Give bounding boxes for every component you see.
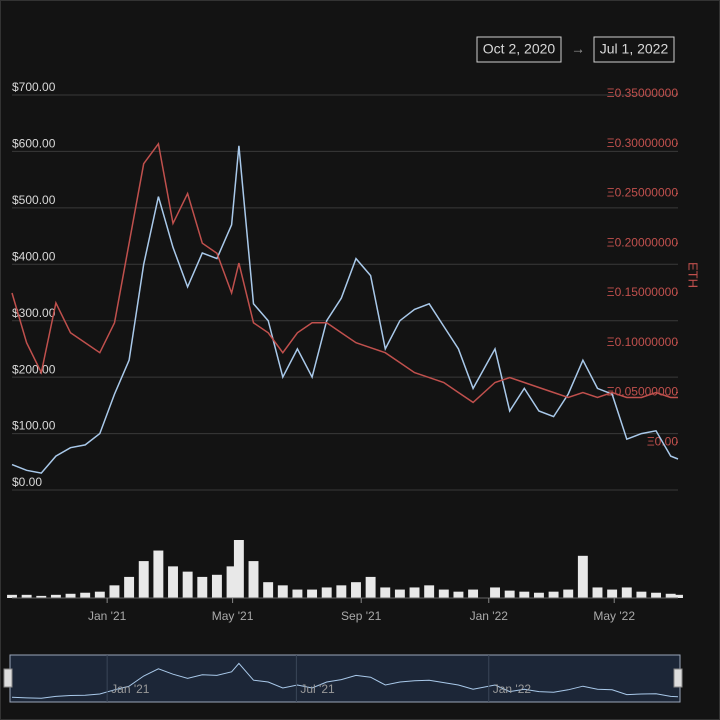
x-tick-label: Sep '21 — [341, 609, 382, 623]
volume-bar — [665, 593, 676, 598]
volume-bar — [21, 594, 32, 598]
y-tick-label: $0.00 — [12, 475, 42, 489]
y2-tick-label: Ξ0.15000000 — [607, 285, 679, 299]
volume-bar — [504, 590, 515, 598]
volume-bar — [563, 589, 574, 598]
y-tick-label: $700.00 — [12, 80, 56, 94]
volume-bar — [233, 540, 244, 598]
volume-bar — [168, 566, 178, 598]
volume-bar — [153, 550, 164, 598]
volume-bar — [36, 595, 47, 598]
x-tick-label: May '21 — [212, 609, 254, 623]
y-tick-label: $500.00 — [12, 193, 56, 207]
x-tick-label: Jan '21 — [88, 609, 127, 623]
volume-bar — [409, 587, 420, 598]
volume-bar — [248, 561, 259, 598]
volume-bar — [548, 591, 559, 598]
volume-bar — [336, 585, 347, 598]
volume-bar — [292, 589, 303, 598]
volume-bar — [468, 589, 479, 598]
y2-tick-label: Ξ0.30000000 — [607, 136, 679, 150]
volume-bar — [577, 555, 588, 598]
y-tick-label: $400.00 — [12, 249, 56, 263]
navigator-line — [11, 662, 679, 699]
volume-bar — [365, 576, 376, 598]
y2-tick-label: Ξ0.05000000 — [607, 385, 679, 399]
volume-bar — [636, 591, 647, 598]
volume-bar — [380, 587, 391, 598]
navigator-handle-right[interactable] — [673, 668, 683, 688]
end-date-box[interactable] — [593, 36, 675, 63]
volume-bar — [394, 589, 405, 598]
volume-bar — [307, 589, 318, 598]
volume-bar — [80, 592, 91, 598]
volume-bar — [321, 587, 332, 598]
volume-bar — [109, 585, 120, 598]
y-tick-label: $200.00 — [12, 362, 56, 376]
volume-bar — [351, 582, 361, 598]
series-line — [11, 145, 679, 474]
volume-bar — [124, 576, 135, 598]
start-date-box[interactable] — [476, 36, 562, 63]
y2-tick-label: Ξ0.35000000 — [607, 86, 679, 100]
volume-bar — [263, 582, 274, 598]
end-date[interactable]: Jul 1, 2022 — [600, 41, 669, 57]
range-arrow: → — [571, 41, 585, 57]
volume-bar — [621, 587, 632, 598]
volume-bar — [673, 594, 683, 598]
volume-bar — [65, 593, 76, 598]
volume-bar — [197, 576, 208, 598]
y2-tick-label: Ξ0.10000000 — [607, 335, 679, 349]
y2-tick-label: Ξ0.20000000 — [607, 235, 679, 249]
start-date[interactable]: Oct 2, 2020 — [483, 41, 556, 57]
volume-bar — [607, 589, 618, 598]
series-line — [11, 141, 678, 404]
volume-bar — [519, 591, 530, 598]
volume-bar — [533, 592, 544, 598]
y-tick-label: $300.00 — [12, 306, 56, 320]
volume-bar — [651, 592, 662, 598]
volume-bar — [211, 574, 222, 598]
volume-bar — [50, 594, 61, 598]
volume-bar — [438, 589, 449, 598]
x-tick-label: Jan '22 — [470, 609, 509, 623]
volume-bar — [277, 585, 288, 598]
volume-bar — [7, 594, 17, 598]
navigator-tick-label: Jul '21 — [300, 682, 335, 696]
volume-bar — [592, 587, 603, 598]
volume-bar — [182, 571, 193, 598]
navigator-handle-left[interactable] — [3, 668, 13, 688]
volume-bar — [226, 566, 237, 598]
navigator-tick-label: Jan '22 — [493, 682, 532, 696]
x-tick-label: May '22 — [593, 609, 635, 623]
y2-tick-label: Ξ0.25000000 — [607, 186, 679, 200]
volume-bar — [490, 587, 500, 598]
y-tick-label: $600.00 — [12, 137, 56, 151]
navigator-tick-label: Jan '21 — [111, 682, 150, 696]
volume-bar — [94, 591, 105, 598]
volume-bar — [424, 585, 435, 598]
y2-axis-label: ETH — [686, 262, 701, 288]
y-tick-label: $100.00 — [12, 419, 56, 433]
volume-bar — [138, 561, 149, 598]
volume-bar — [453, 591, 464, 598]
